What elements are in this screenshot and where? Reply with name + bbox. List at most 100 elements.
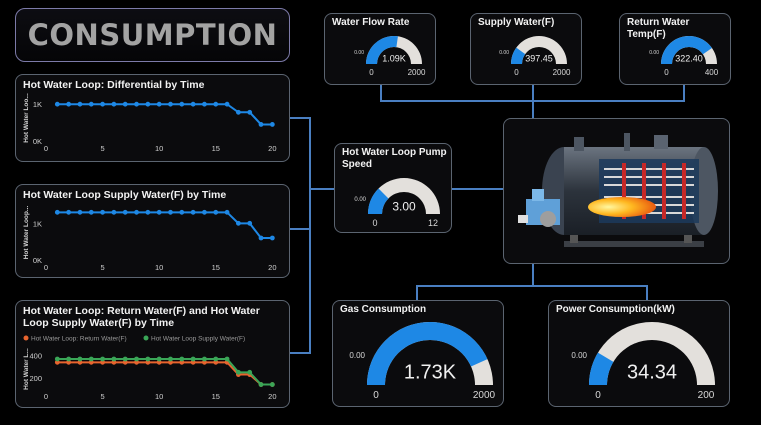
- gauge-card-water-flow-rate[interactable]: Water Flow Rate 1.09K 0.00 0 2000: [324, 13, 436, 85]
- data-point[interactable]: [54, 209, 60, 215]
- x-tick-label: 0: [44, 144, 48, 153]
- data-point[interactable]: [156, 101, 162, 107]
- data-point[interactable]: [224, 356, 230, 362]
- chart-card-differential[interactable]: Hot Water Loop: Differential by Time Hot…: [15, 74, 290, 162]
- data-point[interactable]: [202, 209, 207, 215]
- data-point[interactable]: [235, 369, 241, 375]
- data-point[interactable]: [66, 356, 72, 362]
- data-point[interactable]: [190, 356, 196, 362]
- data-point[interactable]: [122, 101, 128, 107]
- data-point[interactable]: [122, 209, 128, 215]
- data-point[interactable]: [179, 209, 185, 215]
- data-point[interactable]: [66, 359, 72, 365]
- gauge-water-flow-rate: 1.09K 0.00 0 2000: [354, 36, 426, 77]
- data-point[interactable]: [134, 101, 139, 107]
- data-point[interactable]: [213, 359, 219, 365]
- data-point[interactable]: [258, 235, 264, 241]
- data-point[interactable]: [258, 122, 264, 127]
- data-point[interactable]: [134, 359, 139, 365]
- data-point[interactable]: [111, 359, 117, 365]
- gauge-title: Return Water Temp(F): [627, 17, 690, 40]
- data-point[interactable]: [145, 209, 151, 215]
- data-point[interactable]: [213, 209, 219, 215]
- data-point[interactable]: [190, 359, 196, 365]
- data-point[interactable]: [100, 356, 105, 362]
- data-point[interactable]: [77, 356, 83, 362]
- data-point[interactable]: [269, 382, 275, 387]
- data-point[interactable]: [54, 359, 60, 365]
- data-point[interactable]: [190, 101, 196, 107]
- data-point[interactable]: [122, 356, 128, 362]
- data-point[interactable]: [122, 359, 128, 365]
- data-point[interactable]: [213, 101, 219, 107]
- x-tick-label: 5: [100, 263, 104, 272]
- data-point[interactable]: [111, 101, 117, 107]
- gauge-fill: [511, 47, 526, 64]
- data-point[interactable]: [54, 101, 60, 107]
- data-point[interactable]: [134, 356, 139, 362]
- connector-line: [290, 352, 310, 354]
- data-point[interactable]: [202, 356, 207, 362]
- data-point[interactable]: [111, 356, 117, 362]
- data-point[interactable]: [145, 356, 151, 362]
- y-tick-label: 1K: [33, 219, 42, 228]
- x-tick-label: 0: [44, 263, 48, 272]
- data-point[interactable]: [156, 209, 162, 215]
- data-point[interactable]: [224, 101, 230, 107]
- data-point[interactable]: [111, 209, 117, 215]
- data-point[interactable]: [179, 101, 185, 107]
- data-point[interactable]: [235, 220, 241, 226]
- data-point[interactable]: [88, 356, 94, 362]
- data-point[interactable]: [247, 109, 253, 115]
- data-point[interactable]: [156, 359, 162, 365]
- data-point[interactable]: [66, 101, 72, 107]
- y-tick-label: 400: [29, 352, 42, 361]
- chart-card-supply-water[interactable]: Hot Water Loop Supply Water(F) by Time H…: [15, 184, 290, 278]
- data-point[interactable]: [145, 359, 151, 365]
- data-point[interactable]: [134, 209, 139, 215]
- data-point[interactable]: [235, 109, 241, 115]
- dashboard-title-card: CONSUMPTION: [15, 8, 290, 62]
- data-point[interactable]: [54, 356, 60, 362]
- data-point[interactable]: [179, 359, 185, 365]
- data-point[interactable]: [168, 101, 173, 107]
- data-point[interactable]: [247, 369, 253, 375]
- data-point[interactable]: [202, 101, 207, 107]
- data-point[interactable]: [269, 122, 275, 127]
- x-tick-label: 20: [268, 392, 276, 401]
- data-point[interactable]: [100, 101, 105, 107]
- data-point[interactable]: [66, 209, 72, 215]
- gauge-card-gas-consumption[interactable]: Gas Consumption 1.73K 0.00 0 2000: [332, 300, 504, 407]
- data-point[interactable]: [88, 359, 94, 365]
- data-point[interactable]: [213, 356, 219, 362]
- gauge-value: 322.40: [675, 53, 703, 63]
- x-tick-label: 5: [100, 144, 104, 153]
- data-point[interactable]: [179, 356, 185, 362]
- data-point[interactable]: [88, 101, 94, 107]
- data-point[interactable]: [168, 356, 173, 362]
- gauge-card-pump-speed[interactable]: Hot Water Loop Pump Speed 3.00 0.00 0 12: [334, 143, 452, 233]
- data-point[interactable]: [77, 101, 83, 107]
- data-point[interactable]: [269, 235, 275, 241]
- data-point[interactable]: [100, 359, 105, 365]
- gauge-card-return-water-temp[interactable]: Return Water Temp(F) 322.40 0.00 0 400: [619, 13, 731, 85]
- data-point[interactable]: [145, 101, 151, 107]
- data-point[interactable]: [168, 359, 173, 365]
- data-point[interactable]: [156, 356, 162, 362]
- gauge-supply-water: 397.45 0.00 0 2000: [499, 36, 571, 77]
- gauge-value: 397.45: [525, 53, 553, 63]
- data-point[interactable]: [190, 209, 196, 215]
- data-point[interactable]: [77, 359, 83, 365]
- chart-card-return-supply[interactable]: Hot Water Loop: Return Water(F) and Hot …: [15, 300, 290, 408]
- data-point[interactable]: [247, 220, 253, 226]
- gauge-card-power-consumption[interactable]: Power Consumption(kW) 34.34 0.00 0 200: [548, 300, 730, 407]
- data-point[interactable]: [100, 209, 105, 215]
- data-point[interactable]: [77, 209, 83, 215]
- data-point[interactable]: [258, 382, 264, 387]
- data-point[interactable]: [88, 209, 94, 215]
- gauge-title: Water Flow Rate: [332, 17, 410, 28]
- data-point[interactable]: [168, 209, 173, 215]
- data-point[interactable]: [202, 359, 207, 365]
- data-point[interactable]: [224, 209, 230, 215]
- gauge-card-supply-water[interactable]: Supply Water(F) 397.45 0.00 0 2000: [470, 13, 582, 85]
